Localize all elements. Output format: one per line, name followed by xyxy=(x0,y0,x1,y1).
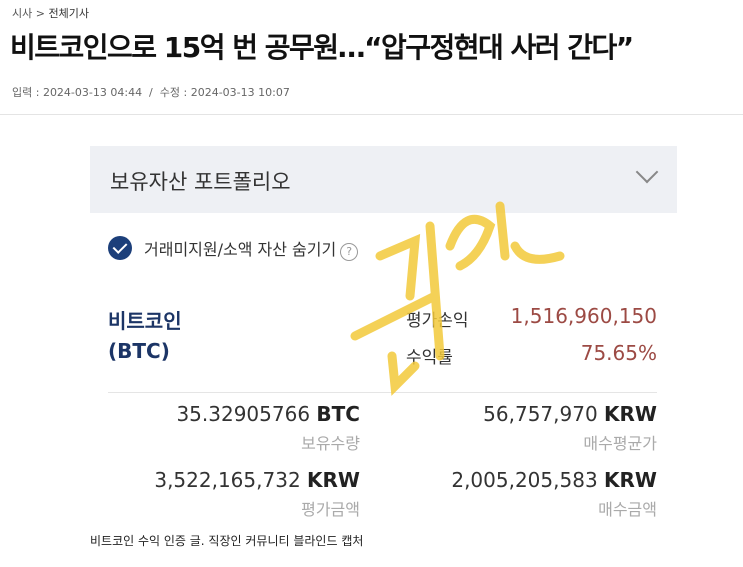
image-caption: 비트코인 수익 인증 글. 직장인 커뮤니티 블라인드 캡처 xyxy=(90,534,364,548)
portfolio-title: 보유자산 포트폴리오 xyxy=(110,170,291,194)
buy-amount: 2,005,205,583 KRW 매수금액 xyxy=(397,468,657,520)
rate-value: 75.65% xyxy=(580,341,657,365)
hide-assets-label: 거래미지원/소액 자산 숨기기? xyxy=(144,236,359,261)
cell-number: 3,522,165,732 xyxy=(154,468,301,492)
coin-ticker: (BTC) xyxy=(108,339,170,363)
cell-label: 보유수량 xyxy=(301,434,360,453)
breadcrumb-section[interactable]: 시사 xyxy=(12,7,33,20)
eval-amount: 3,522,165,732 KRW 평가금액 xyxy=(100,468,360,520)
portfolio-header: 보유자산 포트폴리오 xyxy=(90,146,677,213)
breadcrumb: 시사 > 전체기사 xyxy=(12,5,89,21)
cell-unit: KRW xyxy=(307,468,360,492)
article-meta: 입력 : 2024-03-13 04:44 / 수정 : 2024-03-13 … xyxy=(12,86,290,99)
cell-unit: BTC xyxy=(316,402,360,426)
cell-label: 매수평균가 xyxy=(583,434,657,453)
divider xyxy=(0,114,743,115)
divider xyxy=(108,392,657,393)
cell-number: 35.32905766 xyxy=(176,402,311,426)
breadcrumb-separator: > xyxy=(35,7,45,20)
chevron-down-icon xyxy=(635,160,659,184)
cell-number: 56,757,970 xyxy=(483,402,598,426)
coin-name-text: 비트코인 xyxy=(108,309,182,333)
headline: 비트코인으로 15억 번 공무원…“압구정현대 사러 간다” xyxy=(10,31,634,64)
cell-number: 2,005,205,583 xyxy=(451,468,598,492)
cell-label: 평가금액 xyxy=(301,500,360,519)
breadcrumb-sub[interactable]: 전체기사 xyxy=(48,7,89,20)
coin-name: 비트코인 (BTC) xyxy=(108,306,182,366)
help-icon: ? xyxy=(340,243,359,261)
check-circle-icon xyxy=(108,236,132,260)
portfolio-image: 보유자산 포트폴리오 거래미지원/소액 자산 숨기기? 비트코인 (BTC) 평가… xyxy=(90,146,677,526)
hide-assets-text: 거래미지원/소액 자산 숨기기 xyxy=(144,240,337,259)
holding-qty: 35.32905766 BTC 보유수량 xyxy=(100,402,360,454)
cell-unit: KRW xyxy=(604,468,657,492)
avg-buy-price: 56,757,970 KRW 매수평균가 xyxy=(397,402,657,454)
pnl-value: 1,516,960,150 xyxy=(510,304,657,328)
cell-label: 매수금액 xyxy=(598,500,657,519)
handwritten-watermark xyxy=(350,201,565,396)
cell-unit: KRW xyxy=(604,402,657,426)
